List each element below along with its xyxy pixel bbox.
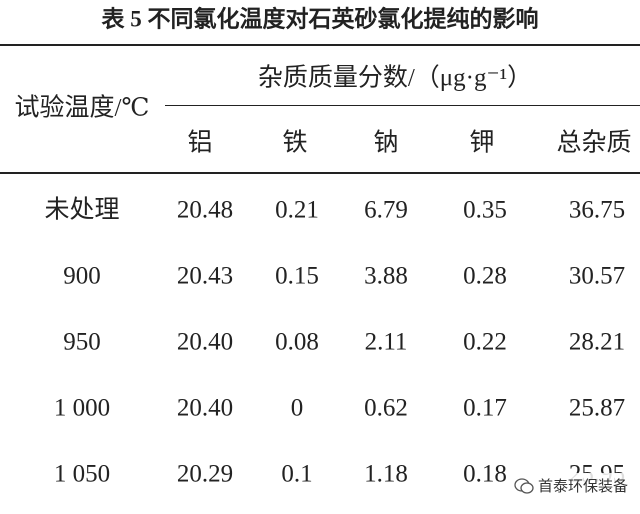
column-header: 总杂质 bbox=[556, 129, 632, 157]
table-title: 表 5 不同氯化温度对石英砂氯化提纯的影响 bbox=[101, 6, 539, 32]
row-label: 950 bbox=[63, 328, 101, 356]
column-header: 铝 bbox=[187, 129, 213, 157]
table-cell: 0.21 bbox=[275, 196, 319, 224]
column-header: 钠 bbox=[373, 129, 399, 157]
table-cell: 20.40 bbox=[176, 394, 234, 422]
table-cell: 0.1 bbox=[281, 460, 313, 488]
table-cell: 0.08 bbox=[275, 328, 319, 356]
watermark: 首泰环保装备 bbox=[509, 473, 632, 498]
table-cell: 2.11 bbox=[364, 328, 408, 356]
table-cell: 6.79 bbox=[364, 196, 408, 224]
table-cell: 36.75 bbox=[568, 196, 626, 224]
table-cell: 0.15 bbox=[275, 262, 319, 290]
row-label: 1 050 bbox=[53, 460, 111, 488]
table-cell: 1.18 bbox=[364, 460, 408, 488]
group-header: 杂质质量分数/（μg·g⁻¹） bbox=[257, 64, 533, 92]
table-cell: 0 bbox=[290, 394, 304, 422]
table-cell: 0.22 bbox=[463, 328, 507, 356]
row-label: 1 000 bbox=[53, 394, 111, 422]
row-label: 未处理 bbox=[44, 196, 120, 224]
table-cell: 28.21 bbox=[568, 328, 626, 356]
group-rule bbox=[165, 105, 640, 106]
table-cell: 30.57 bbox=[568, 262, 626, 290]
column-header: 铁 bbox=[282, 129, 308, 157]
top-rule bbox=[0, 44, 640, 46]
table-cell: 20.29 bbox=[176, 460, 234, 488]
header-rule bbox=[0, 172, 640, 174]
watermark-text: 首泰环保装备 bbox=[537, 477, 628, 495]
table-cell: 0.62 bbox=[364, 394, 408, 422]
table-cell: 3.88 bbox=[364, 262, 408, 290]
row-header: 试验温度/℃ bbox=[14, 94, 150, 122]
table-cell: 0.18 bbox=[463, 460, 507, 488]
table-cell: 0.28 bbox=[463, 262, 507, 290]
table-cell: 0.35 bbox=[463, 196, 507, 224]
table-cell: 20.40 bbox=[176, 328, 234, 356]
table-cell: 20.43 bbox=[176, 262, 234, 290]
column-header: 钾 bbox=[469, 129, 495, 157]
row-label: 900 bbox=[63, 262, 101, 290]
table-cell: 0.17 bbox=[463, 394, 507, 422]
watermark-icon bbox=[514, 477, 534, 494]
table-cell: 20.48 bbox=[176, 196, 234, 224]
table-cell: 25.87 bbox=[568, 394, 626, 422]
